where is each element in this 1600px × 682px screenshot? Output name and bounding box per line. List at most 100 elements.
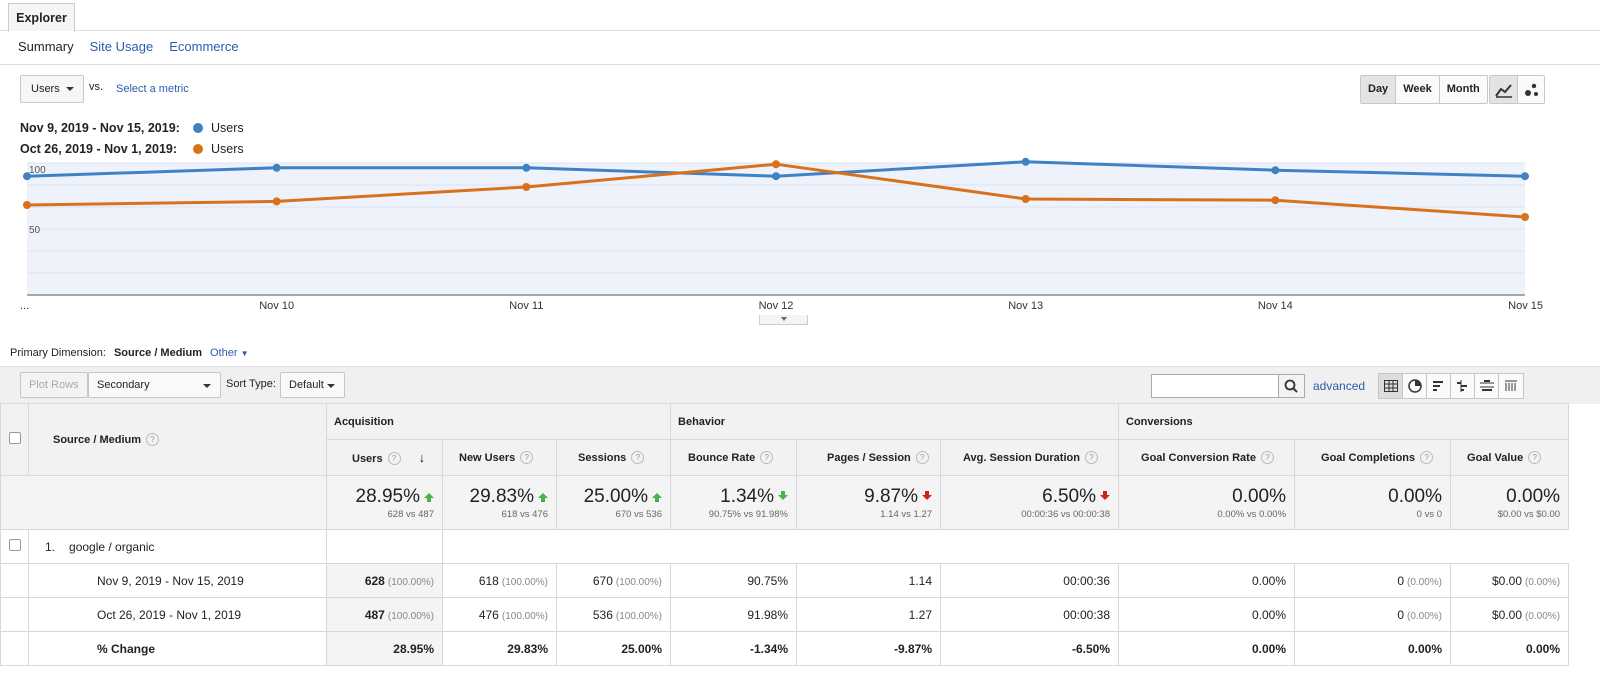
x-tick-label: Nov 13 [1008, 300, 1043, 312]
arrow-up-icon [652, 493, 663, 502]
pivot-view-button[interactable] [1499, 374, 1523, 398]
cell-value: 0.00% [1251, 573, 1287, 588]
sort-type-dropdown[interactable]: Default [280, 372, 345, 398]
column-header-bounce-rate[interactable]: Bounce Rate? [670, 439, 798, 476]
motion-chart-button[interactable] [1518, 76, 1544, 103]
bubble-chart-icon [1525, 83, 1538, 96]
cell-value: 628 [364, 573, 385, 588]
x-tick-label: Nov 15 [1508, 300, 1543, 312]
row-dimension-link[interactable]: google / organic [69, 539, 155, 554]
subtab-summary[interactable]: Summary [18, 39, 74, 54]
column-label: Goal Value [1467, 452, 1524, 464]
help-icon[interactable]: ? [387, 452, 401, 465]
cell-percent: (100.00%) [615, 576, 663, 588]
primary-dimension-current[interactable]: Source / Medium [113, 347, 202, 359]
row-dimension-cell: 1. google / organic [28, 529, 327, 564]
sort-type-label: Sort Type: [226, 378, 276, 390]
legend-range-previous: Oct 26, 2019 - Nov 1, 2019: [20, 142, 178, 156]
row-cell: 1.27 [796, 597, 942, 632]
source-medium-header[interactable]: Source / Medium? [28, 403, 327, 476]
advanced-filter-link[interactable]: advanced [1313, 379, 1366, 393]
row-index: 1. [45, 539, 56, 554]
help-icon[interactable]: ? [915, 451, 929, 464]
cell-value: 0.00% [1526, 641, 1561, 656]
plot-rows-button[interactable]: Plot Rows [20, 372, 88, 398]
performance-view-button[interactable] [1427, 374, 1451, 398]
subtab-ecommerce[interactable]: Ecommerce [169, 39, 239, 54]
table-view-toggle [1378, 373, 1524, 399]
cell-percent: (0.00%) [1525, 576, 1561, 588]
row-cell: -1.34% [670, 631, 798, 666]
search-button[interactable] [1278, 375, 1304, 397]
chevron-down-icon [66, 87, 74, 91]
column-label: New Users [459, 452, 516, 464]
data-table-view-button[interactable] [1379, 374, 1403, 398]
tab-explorer[interactable]: Explorer [8, 3, 75, 32]
column-header-new-users[interactable]: New Users? [442, 439, 557, 476]
help-icon[interactable]: ? [760, 451, 774, 464]
columns-icon [1505, 380, 1517, 391]
help-icon[interactable]: ? [1420, 451, 1434, 464]
summary-compare: 0.00% vs 0.00% [1217, 509, 1287, 520]
behavior-group-header: Behavior [670, 403, 1120, 440]
row-select-cell [0, 529, 29, 564]
row-select-cell [0, 563, 29, 598]
column-label: Goal Conversion Rate [1141, 452, 1256, 464]
row-cell: 670 (100.00%) [555, 563, 672, 598]
summary-compare: 1.14 vs 1.27 [880, 509, 933, 520]
column-header-sessions[interactable]: Sessions? [555, 439, 672, 476]
table-group-header-row: Source / Medium? Acquisition Behavior Co… [0, 403, 1570, 476]
series-point-1 [522, 183, 531, 191]
cell-value: 29.83% [507, 641, 548, 656]
select-metric-link[interactable]: Select a metric [116, 83, 189, 95]
grid-icon [1383, 380, 1398, 392]
cell-percent: (100.00%) [615, 610, 663, 622]
cell-value: 0 [1397, 607, 1404, 622]
legend-dot-current [193, 123, 203, 133]
line-chart-button[interactable] [1490, 76, 1518, 103]
day-button[interactable]: Day [1361, 76, 1397, 103]
pie-view-button[interactable] [1403, 374, 1427, 398]
term-cloud-view-button[interactable] [1475, 374, 1499, 398]
row-label: % Change [28, 631, 327, 666]
metric-dropdown[interactable]: Users [20, 75, 84, 103]
summary-value: 0.00% [1232, 486, 1287, 507]
arrow-up-icon [538, 493, 548, 502]
week-button[interactable]: Week [1396, 76, 1440, 103]
secondary-dimension-dropdown[interactable]: Secondary dimension [88, 372, 221, 415]
chevron-down-icon [327, 384, 335, 388]
summary-compare: $0.00 vs $0.00 [1497, 509, 1561, 520]
month-button[interactable]: Month [1439, 76, 1487, 103]
select-all-checkbox[interactable] [8, 432, 21, 444]
series-point-1 [1021, 195, 1030, 203]
column-header-goal-value[interactable]: Goal Value? [1450, 439, 1570, 476]
cell-value: 00:00:36 [1063, 573, 1111, 588]
help-icon[interactable]: ? [1528, 451, 1542, 464]
cell-value: 1.27 [908, 607, 933, 622]
row-checkbox[interactable] [8, 539, 21, 551]
column-header-goal-conversion-rate[interactable]: Goal Conversion Rate? [1118, 439, 1296, 476]
comparison-view-button[interactable] [1451, 374, 1475, 398]
row-cell: -9.87% [796, 631, 942, 666]
column-header-users[interactable]: Users? ↓ [326, 439, 443, 476]
row-cell: 28.95% [326, 631, 443, 666]
metric-dropdown-value: Users [31, 83, 60, 95]
help-icon[interactable]: ? [520, 451, 534, 464]
column-header-pages-per-session[interactable]: Pages / Session? [796, 439, 942, 476]
line-chart-icon [1494, 83, 1512, 98]
summary-value: 25.00% [583, 486, 649, 507]
table-search-input[interactable] [1151, 374, 1305, 398]
help-icon[interactable]: ? [631, 451, 645, 464]
column-header-goal-completions[interactable]: Goal Completions? [1294, 439, 1452, 476]
row-cell: 536 (100.00%) [555, 597, 672, 632]
other-label: Other [210, 347, 238, 359]
chart-collapse-handle[interactable] [759, 315, 808, 325]
primary-dimension-other[interactable]: Other ▼ [210, 347, 249, 359]
row-cell: 29.83% [442, 631, 557, 666]
column-header-avg-session-duration[interactable]: Avg. Session Duration? [940, 439, 1120, 476]
subtab-site-usage[interactable]: Site Usage [89, 39, 154, 54]
help-icon[interactable]: ? [1260, 451, 1274, 464]
help-icon[interactable]: ? [1084, 451, 1098, 464]
help-icon[interactable]: ? [146, 433, 160, 446]
row-blank-cell [326, 529, 443, 564]
